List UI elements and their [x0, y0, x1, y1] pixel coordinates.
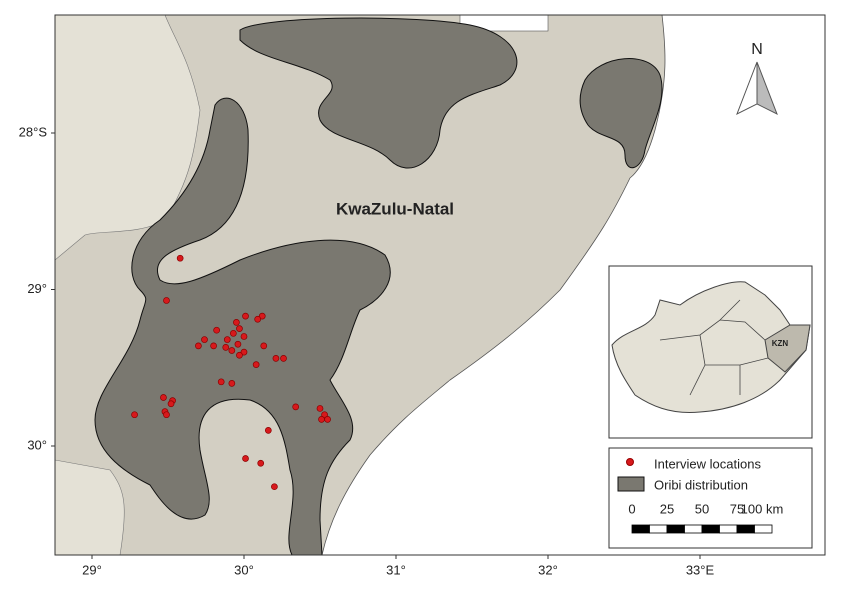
scale-label: 50	[695, 501, 709, 516]
interview-location	[131, 411, 138, 419]
legend-label: Interview locations	[654, 456, 761, 471]
scale-segment	[754, 524, 773, 534]
y-tick-label: 30°	[27, 437, 47, 452]
interview-location	[163, 411, 170, 419]
scale-label: 0	[628, 501, 635, 516]
interview-location	[318, 416, 325, 423]
inset-label: KZN	[772, 339, 789, 348]
interview-location	[233, 319, 240, 326]
north-arrow: N	[736, 41, 778, 116]
interview-location	[254, 315, 262, 323]
region-label: KwaZulu-Natal	[336, 199, 454, 218]
legend-symbol	[626, 458, 634, 466]
interview-location	[242, 312, 249, 320]
scale-segment	[684, 524, 703, 534]
interview-location	[316, 405, 324, 412]
interview-location	[167, 400, 175, 408]
interview-location	[201, 336, 208, 343]
legend-label: Oribi distribution	[654, 477, 748, 492]
interview-location	[242, 455, 249, 462]
interview-location	[257, 459, 265, 467]
interview-location	[272, 355, 280, 362]
interview-location	[292, 403, 300, 411]
interview-location	[258, 312, 266, 320]
country-outline	[611, 281, 811, 414]
interview-location	[321, 411, 328, 419]
interview-location	[213, 326, 220, 334]
interview-location	[160, 394, 167, 401]
interview-location	[240, 333, 248, 340]
interview-location	[260, 342, 268, 350]
y-tick-label: 28°S	[19, 124, 48, 139]
scale-label: 100 km	[741, 501, 784, 516]
interview-location	[240, 348, 248, 356]
legend: Interview locations Oribi distribution 0…	[608, 447, 813, 549]
map-frame	[54, 14, 826, 556]
inset-map: KZN	[608, 265, 813, 439]
scale-segment	[719, 524, 738, 534]
oribi-area	[579, 58, 663, 168]
interview-location	[280, 355, 287, 362]
interview-location	[222, 344, 230, 351]
x-tick-label: 33°E	[686, 562, 715, 577]
scale-label: 75	[730, 501, 744, 516]
oribi-area	[94, 97, 391, 555]
interview-location	[230, 329, 237, 337]
scale-segment	[649, 524, 668, 534]
scale-label: 25	[660, 501, 674, 516]
x-tick-label: 32°	[538, 562, 558, 577]
scale-segment	[666, 524, 685, 534]
neighbour-region	[55, 15, 201, 261]
scale-segment	[701, 524, 720, 534]
north-label: N	[751, 41, 763, 58]
interview-location	[223, 336, 231, 343]
scale-segment	[736, 524, 755, 534]
interview-location	[176, 254, 184, 262]
interview-location	[210, 342, 217, 350]
x-tick-label: 29°	[82, 562, 102, 577]
x-tick-label: 30°	[234, 562, 254, 577]
interview-location	[228, 347, 236, 354]
interview-location	[217, 378, 225, 386]
legend-symbol	[617, 476, 645, 492]
interview-location	[324, 416, 331, 423]
interview-location	[228, 380, 236, 387]
interview-location	[195, 342, 202, 350]
x-tick-label: 31°	[386, 562, 406, 577]
interview-location	[252, 361, 260, 368]
interview-location	[236, 351, 243, 359]
interview-location	[264, 427, 272, 434]
province-borders	[659, 299, 769, 396]
scale-segment	[631, 524, 650, 534]
interview-location	[163, 297, 170, 304]
arrow-half	[756, 61, 778, 116]
oribi-area	[239, 17, 518, 169]
interview-location	[236, 325, 243, 332]
interview-location	[271, 483, 278, 491]
interview-location	[234, 340, 242, 348]
y-tick-label: 29°	[27, 281, 47, 296]
